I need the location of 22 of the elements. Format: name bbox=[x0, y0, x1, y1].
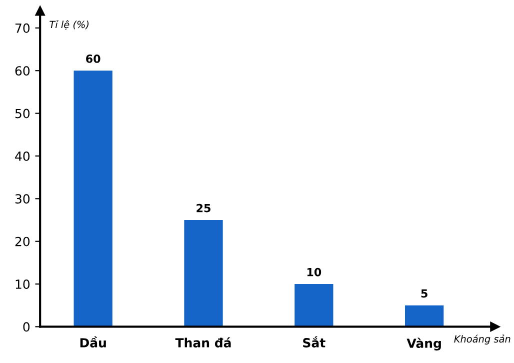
bar bbox=[184, 220, 223, 327]
x-tick-label: Dầu bbox=[80, 336, 106, 348]
x-tick-label: Sắt bbox=[303, 336, 326, 348]
y-tick-label: 50 bbox=[15, 108, 30, 118]
y-tick-label: 20 bbox=[15, 236, 30, 246]
x-tick-label: Than đá bbox=[175, 337, 231, 348]
bar bbox=[294, 284, 334, 327]
x-axis-title: Khoáng sản bbox=[454, 334, 510, 344]
y-tick-label: 30 bbox=[15, 194, 30, 204]
y-axis-title: Tỉ lệ (%) bbox=[50, 20, 89, 30]
data-label: 60 bbox=[86, 54, 100, 63]
data-label: 5 bbox=[421, 289, 428, 298]
x-tick-label: Vàng bbox=[406, 338, 441, 351]
y-tick-label: 70 bbox=[15, 23, 30, 33]
y-tick-label: 40 bbox=[15, 151, 30, 161]
data-label: 10 bbox=[307, 268, 322, 276]
bar bbox=[405, 305, 444, 327]
bar bbox=[74, 70, 112, 327]
y-tick-label: 10 bbox=[16, 279, 30, 289]
y-tick-label: 60 bbox=[15, 66, 30, 76]
y-tick-label: 0 bbox=[23, 322, 30, 332]
data-label: 25 bbox=[196, 204, 210, 212]
